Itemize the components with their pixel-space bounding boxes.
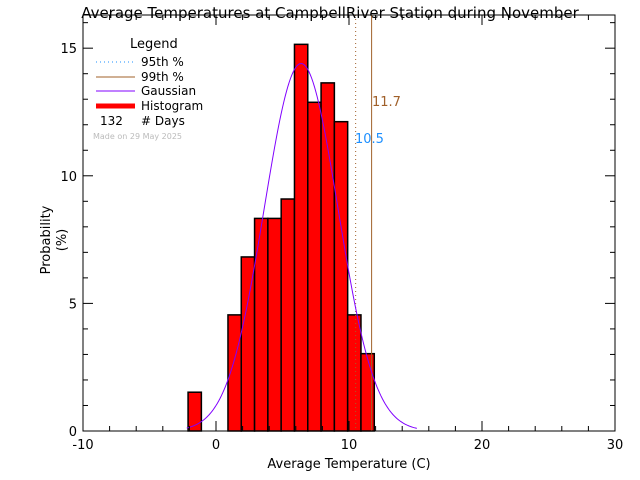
histogram-bar: [346, 314, 362, 432]
legend: Legend 95th % 99th % Gaussian Histogram …: [93, 37, 203, 141]
y-axis-label-2: (%): [55, 229, 70, 252]
y-tick-label: 5: [69, 297, 77, 312]
legend-item-p99: 99th %: [141, 70, 184, 84]
legend-item-p95: 95th %: [141, 55, 184, 69]
p95-label: 10.5: [355, 132, 384, 147]
legend-days-label: # Days: [141, 114, 185, 128]
y-tick-label: 0: [69, 425, 77, 440]
y-axis-label-1: Probability: [39, 205, 54, 274]
histogram-bars: [187, 43, 376, 432]
x-tick-label: 30: [607, 438, 624, 453]
histogram-bar: [360, 352, 376, 432]
x-axis-label: Average Temperature (C): [267, 457, 430, 472]
histogram-bar: [307, 101, 322, 432]
histogram-bar: [333, 120, 349, 432]
p99-label: 11.7: [372, 95, 401, 110]
made-on-note: Made on 29 May 2025: [93, 132, 182, 141]
legend-title: Legend: [130, 37, 178, 52]
x-tick-label: 0: [212, 438, 220, 453]
legend-days-count: 132: [100, 114, 123, 128]
x-tick-label: 10: [341, 438, 358, 453]
legend-item-gaussian: Gaussian: [141, 84, 196, 98]
x-tick-label: -10: [72, 438, 93, 453]
x-tick-label: 20: [474, 438, 491, 453]
legend-item-histogram: Histogram: [141, 99, 203, 113]
histogram-bar: [293, 43, 309, 432]
y-tick-label: 15: [60, 42, 77, 57]
histogram-bar: [253, 217, 269, 432]
histogram-bar: [267, 217, 282, 432]
percentile-lines: [355, 15, 373, 431]
histogram-bar: [320, 82, 336, 432]
histogram-bar: [280, 198, 296, 432]
histogram-bar: [240, 256, 256, 432]
chart-title: Average Temperatures at CampbellRiver St…: [81, 4, 579, 22]
y-tick-label: 10: [60, 170, 77, 185]
gaussian-curve: [186, 62, 417, 429]
